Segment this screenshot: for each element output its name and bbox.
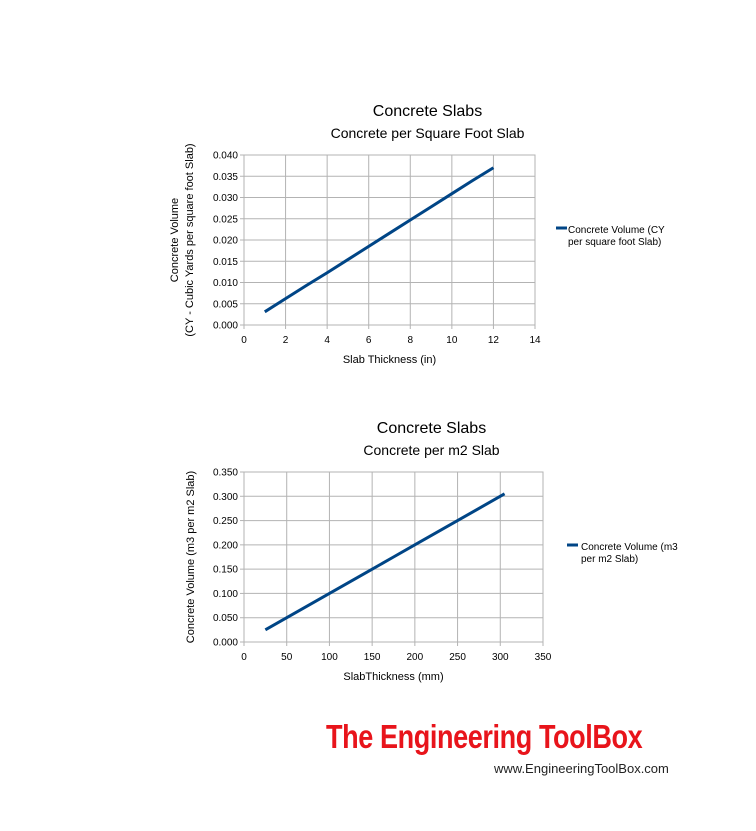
chart2-y-tick-label: 0.350 bbox=[213, 468, 238, 479]
chart1-x-tick-label: 8 bbox=[408, 335, 414, 346]
chart1-data-point bbox=[346, 258, 349, 261]
chart2-data-point bbox=[328, 592, 331, 595]
chart1-legend-label: per square foot Slab) bbox=[568, 237, 661, 248]
chart2-x-tick-label: 0 bbox=[241, 652, 247, 663]
chart1-data-point bbox=[305, 284, 308, 287]
chart2-data-point bbox=[413, 543, 416, 546]
chart1-data-point bbox=[471, 179, 474, 182]
chart2-x-tick-label: 300 bbox=[492, 652, 509, 663]
chart1-y-tick-label: 0.020 bbox=[213, 236, 238, 247]
chart2-y-axis-label: Concrete Volume (m3 per m2 Slab) bbox=[185, 471, 197, 643]
chart1-x-tick-label: 0 bbox=[241, 335, 247, 346]
chart1-x-tick-label: 10 bbox=[446, 335, 458, 346]
chart2-x-tick-label: 250 bbox=[449, 652, 466, 663]
chart2-data-point bbox=[307, 604, 310, 607]
chart1-x-tick-label: 4 bbox=[324, 335, 330, 346]
chart2-legend-label: Concrete Volume (m3 bbox=[581, 542, 678, 553]
chart1-x-tick-label: 6 bbox=[366, 335, 372, 346]
chart2-data-point bbox=[435, 531, 438, 534]
chart2-y-tick-label: 0.000 bbox=[213, 638, 238, 649]
chart1-y-tick-label: 0.040 bbox=[213, 151, 238, 162]
chart1-y-tick-label: 0.025 bbox=[213, 214, 238, 225]
chart2-x-tick-label: 50 bbox=[281, 652, 293, 663]
engineering-toolbox-url: www.EngineeringToolBox.com bbox=[494, 761, 669, 776]
chart2-y-tick-label: 0.100 bbox=[213, 589, 238, 600]
chart1-data-point bbox=[409, 219, 412, 222]
chart1-data-point bbox=[388, 232, 391, 235]
chart2-subtitle: Concrete per m2 Slab bbox=[363, 442, 499, 458]
chart2-x-tick-label: 200 bbox=[407, 652, 424, 663]
chart1-y-axis-label: (CY - Cubic Yards per square foot Slab) bbox=[184, 143, 196, 336]
chart1-x-axis-label: Slab Thickness (in) bbox=[343, 354, 436, 366]
chart2-data-point bbox=[285, 616, 288, 619]
chart2-data-point bbox=[264, 628, 267, 631]
chart2-y-tick-label: 0.050 bbox=[213, 613, 238, 624]
chart1-series-line bbox=[263, 166, 495, 314]
chart1-data-point bbox=[367, 245, 370, 248]
chart1-data-point bbox=[492, 166, 495, 169]
engineering-toolbox-logo: The Engineering ToolBox bbox=[326, 718, 643, 755]
chart2-x-tick-label: 350 bbox=[535, 652, 552, 663]
chart2-y-tick-label: 0.250 bbox=[213, 516, 238, 527]
chart2-data-point bbox=[477, 507, 480, 510]
chart1-y-tick-label: 0.000 bbox=[213, 321, 238, 332]
chart1-y-tick-label: 0.005 bbox=[213, 299, 238, 310]
chart1-x-tick-label: 2 bbox=[283, 335, 289, 346]
chart2-plot-frame bbox=[243, 471, 544, 643]
chart2-x-tick-label: 100 bbox=[321, 652, 338, 663]
chart2-data-point bbox=[371, 568, 374, 571]
chart2-legend-label: per m2 Slab) bbox=[581, 554, 638, 565]
chart2-x-axis-label: SlabThickness (mm) bbox=[343, 671, 443, 683]
chart2-data-point bbox=[503, 492, 506, 495]
chart1-y-tick-label: 0.035 bbox=[213, 172, 238, 183]
chart2-x-tick-label: 150 bbox=[364, 652, 381, 663]
chart1-y-tick-label: 0.015 bbox=[213, 257, 238, 268]
chart1-y-tick-label: 0.010 bbox=[213, 278, 238, 289]
chart1-subtitle: Concrete per Square Foot Slab bbox=[331, 125, 525, 141]
chart1-data-point bbox=[430, 205, 433, 208]
chart2-series-line bbox=[264, 492, 506, 632]
chart1-legend-label: Concrete Volume (CY bbox=[568, 225, 665, 236]
chart1-data-point bbox=[284, 297, 287, 300]
chart1-title: Concrete Slabs bbox=[373, 103, 482, 120]
chart2-title: Concrete Slabs bbox=[377, 420, 486, 437]
chart1-y-tick-label: 0.030 bbox=[213, 193, 238, 204]
chart1-x-tick-label: 12 bbox=[488, 335, 500, 346]
chart2-data-point bbox=[349, 580, 352, 583]
chart2-y-tick-label: 0.150 bbox=[213, 565, 238, 576]
chart1-data-point bbox=[450, 192, 453, 195]
chart1-x-tick-label: 14 bbox=[529, 335, 541, 346]
chart2-y-tick-label: 0.300 bbox=[213, 492, 238, 503]
chart2-data-point bbox=[392, 556, 395, 559]
chart1-data-point bbox=[263, 310, 266, 313]
chart2-y-tick-label: 0.200 bbox=[213, 540, 238, 551]
chart1-y-axis-label: Concrete Volume bbox=[169, 198, 181, 282]
chart2-data-point bbox=[456, 519, 459, 522]
chart1-data-point bbox=[326, 271, 329, 274]
